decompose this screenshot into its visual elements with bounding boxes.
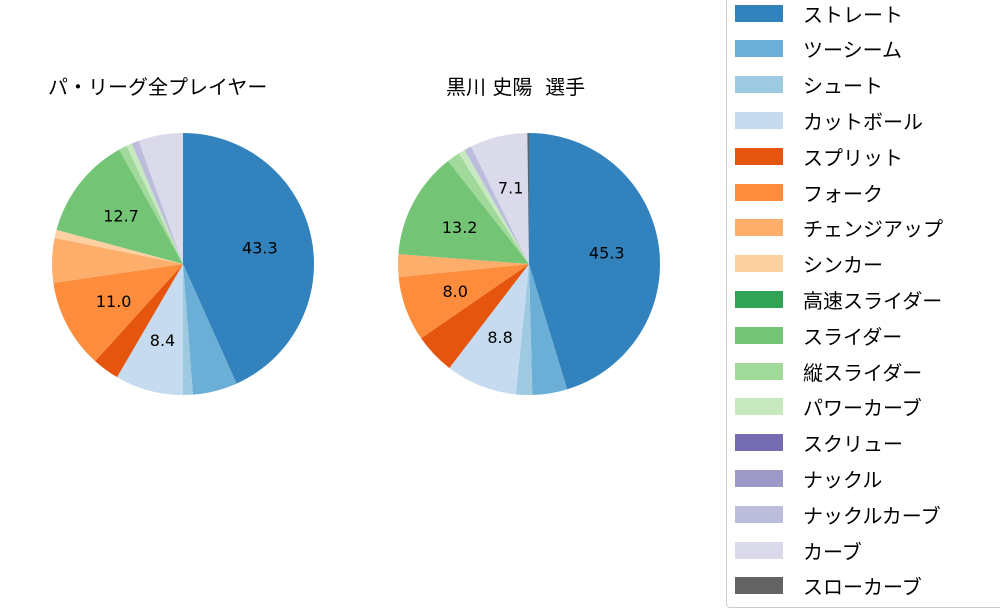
pie-slice (470, 133, 529, 264)
pie-slice (398, 264, 529, 339)
legend-label: 縦スライダー (803, 360, 923, 385)
pie-slice (138, 133, 183, 264)
legend-swatch (735, 76, 783, 94)
pie-slice (464, 146, 529, 264)
pie-slice (458, 150, 529, 264)
legend-label: フォーク (803, 181, 883, 206)
pie-slice (126, 143, 183, 264)
legend-item: チェンジアップ (735, 217, 943, 241)
legend-label: カーブ (803, 539, 862, 564)
legend-item: パワーカーブ (735, 396, 922, 420)
right-pie-chart: 45.3 8.8 8.0 13.2 7.1 (398, 133, 660, 395)
legend-label: ナックル (803, 467, 883, 492)
legend-swatch (735, 362, 783, 380)
legend-label: カットボール (803, 109, 923, 134)
pie-slice (56, 149, 183, 264)
slice-value-label: 11.0 (96, 292, 132, 311)
pie-slice (131, 140, 183, 264)
legend-swatch (735, 434, 783, 452)
pie-slice (52, 237, 183, 283)
legend-swatch (735, 326, 783, 344)
legend-swatch (735, 398, 783, 416)
legend-item: カーブ (735, 540, 862, 564)
left-pie-chart: 43.3 8.4 11.0 12.7 (52, 133, 314, 395)
legend-item: スローカーブ (735, 575, 922, 599)
legend-swatch (735, 147, 783, 165)
legend-swatch (735, 469, 783, 487)
pie-slice (398, 160, 529, 264)
slice-value-label: 43.3 (242, 239, 278, 258)
right-pie-title: 黒川 史陽 選手 (446, 75, 586, 99)
legend-swatch (735, 577, 783, 595)
legend-label: スライダー (803, 324, 903, 349)
pie-slice (183, 264, 193, 395)
slice-value-label: 12.7 (103, 207, 139, 226)
legend-swatch (735, 290, 783, 308)
legend-item: 縦スライダー (735, 361, 922, 385)
legend-label: 高速スライダー (803, 288, 943, 313)
pie-slice (53, 264, 184, 362)
slice-value-label: 8.0 (442, 282, 467, 301)
legend-label: ストレート (803, 2, 903, 27)
pie-slice (117, 264, 183, 395)
legend-swatch (735, 4, 783, 22)
legend-swatch (735, 541, 783, 559)
legend-item: 高速スライダー (735, 289, 942, 313)
pie-slice (529, 264, 568, 395)
left-pie-title: パ・リーグ全プレイヤー (48, 75, 268, 99)
pie-slice (183, 133, 314, 384)
pie-slice (515, 264, 533, 395)
legend-item: ツーシーム (735, 38, 902, 62)
legend-item: スプリット (735, 146, 903, 170)
legend-item: スクリュー (735, 432, 903, 456)
pie-slice (119, 145, 183, 264)
legend-swatch (735, 111, 783, 129)
legend: ストレートツーシームシュートカットボール スプリットフォークチェンジアップ シンカー… (726, 0, 1000, 608)
pie-slice (398, 254, 529, 278)
pie-slice (448, 153, 529, 264)
slice-value-label: 8.8 (487, 328, 512, 347)
slice-value-label: 45.3 (589, 243, 625, 262)
legend-item: カットボール (735, 110, 923, 134)
legend-item: ナックル (735, 468, 882, 492)
legend-label: ナックルカーブ (803, 503, 941, 528)
legend-label: スローカーブ (803, 575, 922, 600)
legend-item: シュート (735, 74, 883, 98)
slice-value-label: 13.2 (442, 218, 478, 237)
legend-label: スクリュー (803, 432, 903, 457)
pie-slice (183, 264, 237, 395)
legend-label: チェンジアップ (803, 217, 943, 242)
pie-slice (421, 264, 529, 369)
legend-item: ナックルカーブ (735, 504, 941, 528)
legend-item: フォーク (735, 182, 883, 206)
legend-swatch (735, 183, 783, 201)
legend-swatch (735, 219, 783, 237)
pie-slice (95, 264, 183, 378)
legend-item: シンカー (735, 253, 883, 277)
slice-value-label: 8.4 (150, 331, 175, 350)
pie-slice (449, 264, 529, 395)
slice-value-label: 7.1 (498, 179, 523, 198)
legend-label: シュート (803, 74, 883, 99)
legend-swatch (735, 255, 783, 273)
legend-swatch (735, 40, 783, 58)
legend-item: ストレート (735, 3, 903, 27)
legend-swatch (735, 505, 783, 523)
legend-label: パワーカーブ (803, 396, 922, 421)
legend-label: ツーシーム (803, 38, 902, 63)
legend-label: スプリット (803, 145, 903, 170)
legend-item: スライダー (735, 325, 902, 349)
pie-slice (527, 133, 529, 264)
pie-slice (54, 229, 183, 264)
legend-label: シンカー (803, 253, 883, 278)
pie-slice (529, 133, 660, 390)
